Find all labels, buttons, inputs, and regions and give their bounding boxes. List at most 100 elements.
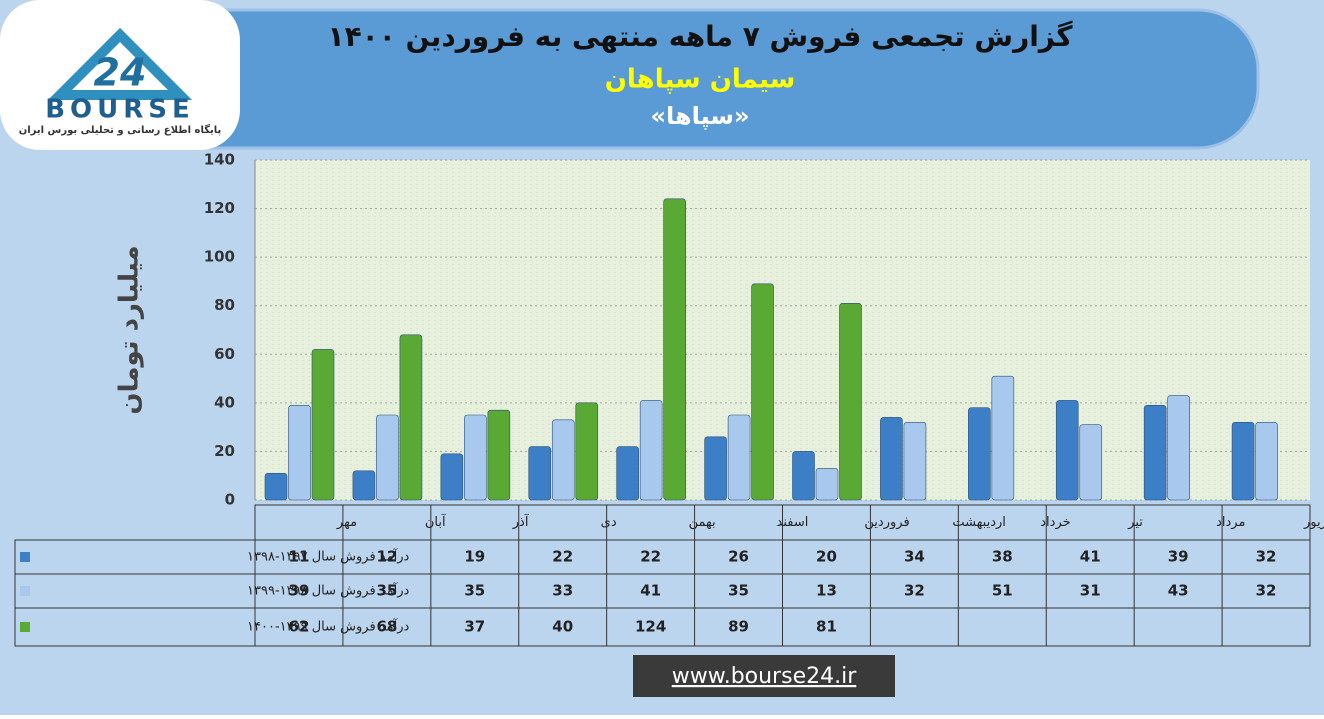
bar (815, 468, 839, 501)
table-value: 39 (1168, 548, 1189, 566)
table-value: 43 (1168, 582, 1189, 600)
y-tick-label: 40 (214, 393, 235, 411)
bar (288, 404, 311, 501)
x-tick-label: شهریور (1303, 515, 1324, 530)
bar (727, 414, 751, 501)
table-value: 81 (816, 618, 837, 636)
x-tick-label: مهر (336, 515, 357, 530)
table-value: 39 (289, 582, 310, 600)
y-axis-label: میلیارد تومان (115, 245, 145, 414)
source-box (633, 655, 895, 697)
table-value: 19 (464, 548, 485, 566)
x-tick-label: اسفند (777, 515, 809, 530)
x-tick-label: بهمن (689, 515, 716, 530)
bar (704, 436, 727, 501)
table-value: 38 (992, 548, 1013, 566)
table-value: 11 (289, 548, 310, 566)
bar (487, 409, 511, 501)
table-value: 68 (376, 618, 397, 636)
bar (968, 407, 991, 501)
logo-box (0, 0, 240, 150)
logo-mark (47, 27, 193, 100)
table-value: 40 (552, 618, 573, 636)
x-tick-label: آبان (425, 513, 447, 530)
bar (839, 302, 862, 501)
table-value: 124 (635, 618, 666, 636)
bar (663, 198, 686, 501)
bar (1255, 421, 1278, 501)
y-tick-label: 80 (214, 296, 235, 314)
table-value: 37 (464, 618, 485, 636)
bar (880, 417, 903, 501)
bar (1055, 400, 1079, 501)
x-tick-label: مرداد (1216, 515, 1245, 530)
x-tick-label: خرداد (1040, 515, 1070, 530)
logo-tagline: پایگاه اطلاع رسانی و تحلیلی بورس ایران (19, 123, 222, 136)
bar (1231, 421, 1255, 501)
table-value: 35 (464, 582, 485, 600)
x-tick-label: فروردین (864, 515, 909, 530)
x-tick-label: اردیبهشت (952, 515, 1006, 530)
table-value: 13 (816, 582, 837, 600)
chart-title: گزارش تجمعی فروش ۷ ماهه منتهی به فروردین… (328, 20, 1074, 53)
table-value: 20 (816, 548, 837, 566)
legend-label: درآمد فروش سال ۱۳۹۸-۱۳۹۹ (247, 582, 409, 599)
bar (311, 349, 335, 501)
x-tick-label: آذر (512, 513, 530, 530)
table-value: 22 (552, 548, 573, 566)
y-tick-label: 20 (214, 442, 235, 460)
bar (1167, 395, 1190, 501)
bar (1143, 404, 1167, 501)
y-tick-label: 100 (204, 248, 235, 266)
table-value: 33 (552, 582, 573, 600)
legend-label: درآمد فروش سال ۱۳۹۷-۱۳۹۸ (247, 548, 409, 565)
table-value: 41 (640, 582, 661, 600)
logo-number: 24 (94, 51, 147, 95)
table-value: 62 (289, 618, 310, 636)
bar (551, 419, 575, 501)
bar (376, 414, 399, 501)
y-tick-label: 0 (225, 491, 235, 509)
bar (440, 453, 464, 501)
chart-symbol: «سپاها» (650, 102, 749, 130)
chart-subtitle: سیمان سپاهان (605, 65, 796, 95)
legend-swatch (20, 552, 30, 562)
x-tick-label: دی (601, 515, 617, 530)
bar (639, 400, 663, 501)
table-value: 22 (640, 548, 661, 566)
bar (991, 375, 1015, 501)
table-value: 26 (728, 548, 749, 566)
legend-swatch (20, 586, 30, 596)
table-value: 35 (728, 582, 749, 600)
x-tick-label: تیر (1127, 515, 1143, 530)
table-value: 12 (376, 548, 397, 566)
bar (464, 414, 487, 501)
y-tick-label: 140 (204, 151, 235, 169)
y-tick-label: 60 (214, 345, 235, 363)
table-value: 32 (904, 582, 925, 600)
table-value: 89 (728, 618, 749, 636)
bar (751, 283, 774, 501)
bar (399, 334, 423, 501)
bar (903, 421, 927, 501)
bar (264, 472, 288, 501)
legend-swatch (20, 622, 30, 632)
bar (528, 446, 552, 501)
bar (1079, 424, 1103, 501)
table-value: 32 (1256, 548, 1277, 566)
y-tick-label: 120 (204, 199, 235, 217)
table-value: 51 (992, 582, 1013, 600)
bar (352, 470, 376, 501)
bar (575, 402, 599, 501)
logo-name: BOURSE (45, 95, 195, 125)
table-value: 35 (376, 582, 397, 600)
bar (616, 446, 639, 501)
source-link[interactable]: www.bourse24.ir (672, 664, 857, 689)
table-value: 31 (1080, 582, 1101, 600)
table-value: 32 (1256, 582, 1277, 600)
legend-label: درآمد فروش سال ۱۳۹۹-۱۴۰۰ (247, 618, 409, 635)
table-value: 34 (904, 548, 925, 566)
bar (792, 451, 815, 501)
table-value: 41 (1080, 548, 1101, 566)
